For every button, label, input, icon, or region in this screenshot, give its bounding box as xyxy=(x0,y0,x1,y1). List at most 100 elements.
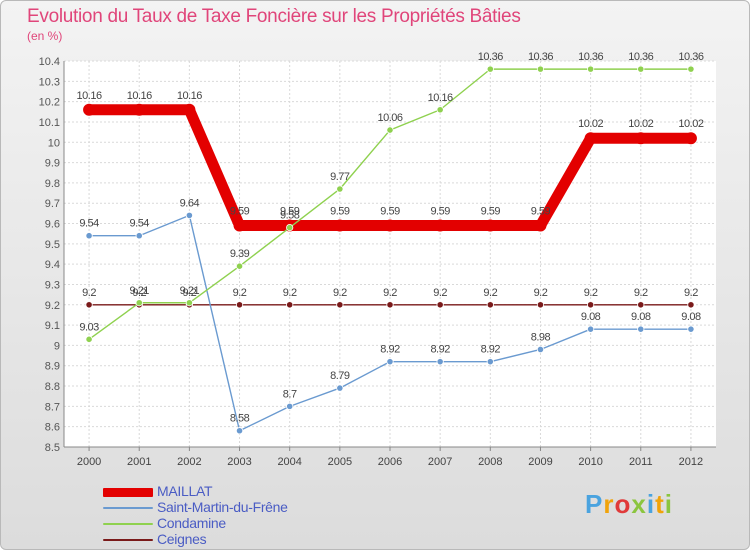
y-tick-label: 8.5 xyxy=(45,442,60,454)
y-tick-label: 9 xyxy=(54,340,60,352)
y-tick-label: 8.8 xyxy=(45,381,60,393)
data-point-maillat xyxy=(83,103,96,116)
data-point-saint-martin xyxy=(637,325,645,333)
data-point-maillat xyxy=(434,219,447,232)
data-label-maillat: 9.59 xyxy=(330,206,350,218)
data-point-ceignes xyxy=(687,301,695,309)
x-tick-label: 2001 xyxy=(127,456,151,468)
data-label-maillat: 9.59 xyxy=(230,206,250,218)
data-label-saint-martin: 8.58 xyxy=(230,413,250,425)
data-point-condamine xyxy=(587,65,595,73)
data-point-condamine xyxy=(486,65,494,73)
legend-label-ceignes: Ceignes xyxy=(157,531,207,547)
data-label-condamine: 9.21 xyxy=(180,285,200,297)
data-label-ceignes: 9.2 xyxy=(634,287,648,299)
data-label-maillat: 9.59 xyxy=(481,206,501,218)
data-point-saint-martin xyxy=(135,232,143,240)
data-point-maillat xyxy=(684,132,697,145)
data-label-maillat: 9.59 xyxy=(430,206,450,218)
data-label-saint-martin: 8.92 xyxy=(481,344,501,356)
data-point-condamine xyxy=(536,65,545,73)
data-label-ceignes: 9.2 xyxy=(383,287,397,299)
data-label-ceignes: 9.2 xyxy=(483,287,497,299)
data-label-saint-martin: 9.08 xyxy=(681,311,701,323)
legend-swatch-maillat xyxy=(103,488,153,497)
data-point-condamine xyxy=(185,299,193,307)
data-point-saint-martin xyxy=(386,358,394,366)
x-tick-label: 2006 xyxy=(378,456,402,468)
x-tick-label: 2007 xyxy=(428,456,452,468)
x-tick-label: 2000 xyxy=(77,456,101,468)
data-point-condamine xyxy=(135,299,143,307)
x-tick-label: 2008 xyxy=(478,456,502,468)
data-label-saint-martin: 9.08 xyxy=(631,311,651,323)
legend-label-maillat: MAILLAT xyxy=(157,483,213,499)
data-label-saint-martin: 8.92 xyxy=(430,344,450,356)
chart-unit: (en %) xyxy=(27,29,63,43)
data-label-maillat: 10.02 xyxy=(578,118,603,130)
y-tick-label: 10.3 xyxy=(39,76,60,88)
y-tick-label: 9.7 xyxy=(45,198,60,210)
data-point-maillat xyxy=(133,103,146,116)
legend-swatch-ceignes xyxy=(103,539,153,541)
data-point-condamine xyxy=(235,262,244,270)
legend-swatch-saint-martin xyxy=(103,507,153,509)
data-point-ceignes xyxy=(235,301,244,309)
data-point-saint-martin xyxy=(486,358,494,366)
data-label-ceignes: 9.2 xyxy=(684,287,698,299)
data-label-condamine: 10.06 xyxy=(377,112,402,124)
x-tick-label: 2003 xyxy=(227,456,251,468)
data-label-condamine: 10.36 xyxy=(578,51,603,63)
data-point-maillat xyxy=(584,132,597,145)
y-tick-label: 9.4 xyxy=(45,259,60,271)
y-tick-label: 8.6 xyxy=(45,422,60,434)
data-label-condamine: 9.58 xyxy=(280,210,300,222)
data-point-condamine xyxy=(85,335,93,343)
data-label-maillat: 9.59 xyxy=(280,206,300,218)
legend-label-saint-martin: Saint-Martin-du-Frêne xyxy=(157,499,288,515)
data-point-saint-martin xyxy=(185,211,193,219)
data-label-maillat: 10.16 xyxy=(177,90,202,102)
data-label-ceignes: 9.2 xyxy=(233,287,247,299)
y-tick-label: 10 xyxy=(48,137,60,149)
data-point-condamine xyxy=(687,65,695,73)
y-tick-label: 9.9 xyxy=(45,158,60,170)
x-tick-label: 2010 xyxy=(578,456,602,468)
proxiti-logo[interactable]: Proxiti xyxy=(585,489,673,520)
data-label-saint-martin: 8.7 xyxy=(283,388,297,400)
data-label-ceignes: 9.2 xyxy=(82,287,96,299)
data-point-maillat xyxy=(233,219,246,232)
data-point-saint-martin xyxy=(536,345,545,354)
data-label-saint-martin: 8.98 xyxy=(531,331,551,343)
data-point-ceignes xyxy=(486,301,494,309)
data-point-saint-martin xyxy=(687,325,695,333)
data-point-condamine xyxy=(386,126,394,134)
logo-letter: P xyxy=(585,489,604,519)
data-point-ceignes xyxy=(336,301,344,309)
legend-swatch-condamine xyxy=(103,523,153,525)
data-point-condamine xyxy=(637,65,645,73)
data-point-condamine xyxy=(336,185,344,193)
data-point-ceignes xyxy=(286,301,294,309)
y-tick-label: 8.9 xyxy=(45,361,60,373)
y-tick-label: 10.4 xyxy=(39,56,60,68)
logo-letter: r xyxy=(603,489,615,519)
y-tick-label: 9.1 xyxy=(45,320,60,332)
data-label-ceignes: 9.2 xyxy=(534,287,548,299)
data-label-maillat: 9.59 xyxy=(531,206,551,218)
data-point-maillat xyxy=(183,103,196,116)
y-tick-label: 9.8 xyxy=(45,178,60,190)
data-point-ceignes xyxy=(637,301,645,309)
x-tick-label: 2012 xyxy=(679,456,703,468)
data-point-maillat xyxy=(534,219,547,232)
data-point-saint-martin xyxy=(235,427,244,435)
data-label-ceignes: 9.2 xyxy=(283,287,297,299)
logo-letter: i xyxy=(646,489,656,519)
data-label-ceignes: 9.2 xyxy=(132,287,146,299)
data-label-condamine: 9.77 xyxy=(330,171,350,183)
data-label-condamine: 10.36 xyxy=(678,51,703,63)
data-point-ceignes xyxy=(436,301,444,309)
data-label-maillat: 10.16 xyxy=(127,90,152,102)
